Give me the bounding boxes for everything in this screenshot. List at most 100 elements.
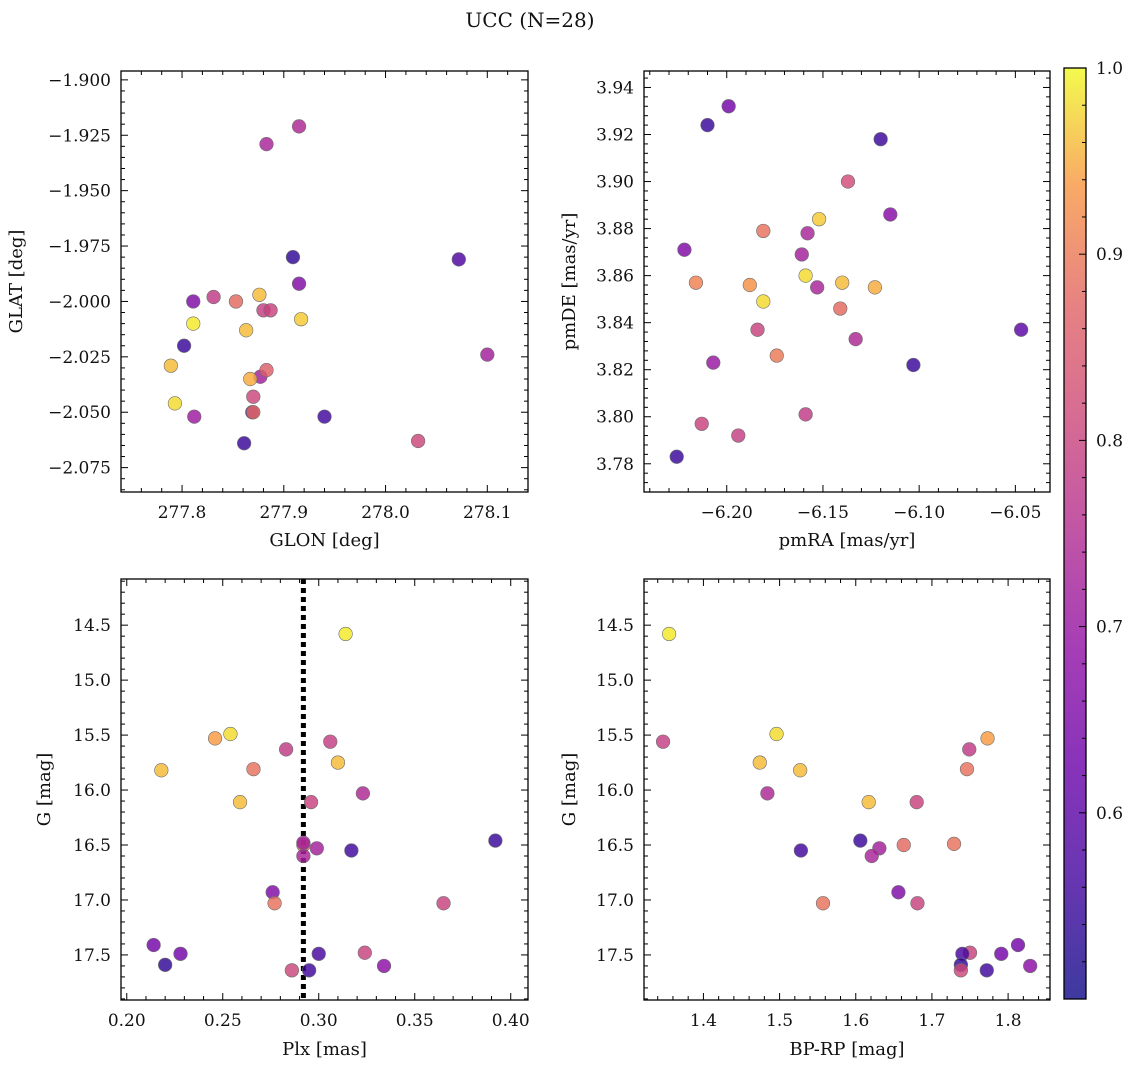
panel-pmra-pmde-points [669,99,1029,464]
scatter-point [344,843,359,858]
y-tick-label: 15.0 [73,671,111,691]
y-tick-label: 3.86 [596,267,634,287]
panel-glon-glat-frame [120,70,529,493]
panel-pmra-pmde-xlabel: pmRA [mas/yr] [779,530,916,551]
scatter-point [861,795,876,810]
scatter-point [284,963,299,978]
scatter-point [252,287,267,302]
scatter-point [798,407,813,422]
colorbar-gradient [1064,68,1086,999]
scatter-point [246,389,261,404]
y-tick-label: 15.5 [596,726,634,746]
y-tick-label: 3.90 [596,173,634,193]
scatter-point [853,833,868,848]
scatter-point [810,280,825,295]
scatter-point [239,323,254,338]
x-tick-label: 1.5 [766,1011,793,1031]
scatter-point [302,963,317,978]
scatter-point [815,896,831,911]
scatter-point [798,268,813,283]
scatter-point [811,212,827,227]
scatter-point [873,132,888,147]
scatter-point [962,742,977,757]
panel-plx-g-ticks: 0.20 0.25 0.30 0.35 0.40 14.5 15.0 15.5 16.0 16.5… [73,579,530,1031]
scatter-point [833,301,848,316]
y-tick-label: 16.0 [596,781,634,801]
scatter-point [167,396,183,411]
scatter-point [946,836,962,852]
scatter-point [206,289,221,305]
panel-plx-g-ylabel: G [mag] [34,753,55,826]
scatter-point [411,433,426,449]
colorbar-frame [1063,67,1087,1000]
scatter-point [291,276,307,291]
y-tick-label: 3.82 [596,361,634,381]
scatter-point [323,734,338,749]
panel-bprp-g-points [655,626,1038,978]
scatter-point [840,174,856,189]
scatter-point [176,338,192,353]
y-tick-label: 3.78 [596,455,634,475]
x-tick-label: 277.8 [158,503,207,523]
scatter-point [800,226,815,241]
y-tick-label: 17.0 [73,891,111,911]
colorbar-tick-label: 0.7 [1096,618,1123,638]
scatter-point [223,726,238,742]
colorbar-tick-label: 1.0 [1096,59,1123,79]
scatter-point [291,119,307,134]
scatter-point [1023,958,1038,974]
y-tick-label: −1.925 [48,126,111,146]
y-tick-label: 14.5 [73,616,111,636]
scatter-point [263,303,278,318]
panel-pmra-pmde-frame [643,70,1051,493]
scatter-point [706,355,721,370]
panel-glon-glat-xlabel: GLON [deg] [269,530,379,551]
scatter-point [187,409,202,424]
scatter-point [760,786,775,801]
scatter-point [259,137,274,152]
x-tick-label: 1.6 [842,1011,869,1031]
scatter-point [906,357,921,373]
y-tick-label: 3.88 [596,220,634,240]
scatter-point [793,843,809,858]
colorbar: 0.6 0.7 0.8 0.9 1.0 [1063,59,1123,1000]
x-tick-label: 278.0 [361,503,410,523]
scatter-point [232,795,248,810]
x-tick-label: 0.30 [300,1011,338,1031]
x-tick-label: 0.20 [108,1011,146,1031]
colorbar-tick-label: 0.6 [1096,804,1123,824]
scatter-point [731,428,746,443]
y-tick-label: 16.5 [596,836,634,856]
panel-glon-glat-ylabel: GLAT [deg] [6,230,27,334]
x-tick-label: 1.7 [918,1011,945,1031]
scatter-point [1010,937,1026,953]
panel-pmra-pmde-ticks: −6.20 −6.15 −6.10 −6.05 3.78 3.80 3.82 3.84 3.86… [596,71,1050,523]
scatter-point [311,946,326,961]
scatter-point [700,117,715,133]
scatter-point [655,734,671,749]
scatter-point [267,896,282,911]
scatter-point [953,963,968,978]
scatter-point [979,963,994,978]
figure-title: UCC (N=28) [465,8,594,32]
scatter-point [357,945,372,960]
scatter-point [883,207,898,222]
y-tick-label: 3.94 [596,78,634,98]
panel-plx-g-frame [120,578,529,1001]
colorbar-tick-label: 0.8 [1096,431,1123,451]
y-tick-label: −2.000 [48,292,111,312]
x-tick-label: 277.9 [259,503,308,523]
scatter-point [186,294,201,309]
x-tick-label: 0.35 [396,1011,434,1031]
x-tick-label: −6.20 [701,503,753,523]
y-tick-label: 16.5 [73,836,111,856]
scatter-point [207,731,223,746]
scatter-point [303,795,319,810]
scatter-point [158,957,173,972]
scatter-point [146,937,161,953]
scatter-point [1014,322,1029,337]
scatter-point [309,841,324,856]
panel-glon-glat-ticks: 277.8 277.9 278.0 278.1 −2.075 −2.050 −2.025 −2… [48,71,529,523]
scatter-point [330,755,346,770]
y-tick-label: −1.900 [48,71,111,91]
